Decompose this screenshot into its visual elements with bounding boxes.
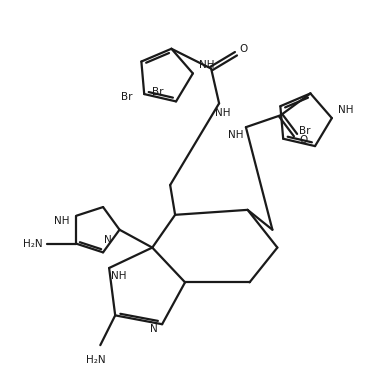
Text: H₂N: H₂N: [85, 355, 105, 365]
Text: Br: Br: [152, 86, 164, 96]
Text: NH: NH: [215, 108, 231, 118]
Text: Br: Br: [300, 126, 311, 136]
Text: O: O: [240, 44, 248, 54]
Text: NH: NH: [338, 105, 354, 115]
Text: H₂N: H₂N: [23, 239, 43, 249]
Text: N: N: [104, 235, 112, 245]
Text: NH: NH: [54, 216, 69, 226]
Text: Br: Br: [121, 92, 132, 102]
Text: O: O: [300, 135, 308, 145]
Text: N: N: [150, 324, 158, 334]
Text: NH: NH: [228, 130, 244, 140]
Text: NH: NH: [111, 271, 127, 281]
Text: NH: NH: [199, 61, 214, 70]
